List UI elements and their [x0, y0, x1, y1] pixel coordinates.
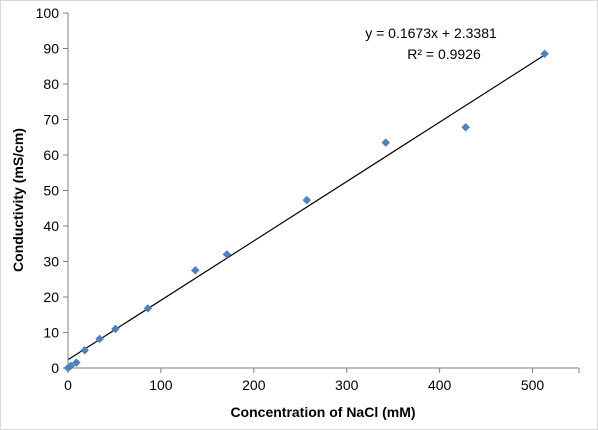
x-tick-label-400: 400: [428, 377, 452, 393]
y-tick-label-80: 80: [43, 76, 59, 92]
data-points: [63, 49, 549, 373]
data-point-3: [80, 345, 90, 355]
y-tick-label-0: 0: [51, 360, 59, 376]
x-tick-label-0: 0: [64, 377, 72, 393]
y-tick-label-50: 50: [43, 183, 59, 199]
data-point-5: [111, 324, 120, 334]
y-tick-label-90: 90: [43, 41, 59, 57]
y-axis-title: Conductivity (mS/cm): [10, 128, 26, 272]
x-tick-label-300: 300: [335, 377, 359, 393]
axis-layer: 0 10 20 30 40 50 60 70 80 90 100 0 100 200 300 400 500: [36, 5, 580, 393]
data-point-6: [143, 304, 153, 313]
y-tick-label-30: 30: [43, 254, 59, 270]
data-point-12: [540, 49, 549, 59]
y-tick-label-10: 10: [43, 325, 59, 341]
y-tick-label-40: 40: [43, 218, 59, 234]
data-point-10: [381, 138, 391, 147]
x-tick-label-200: 200: [242, 377, 266, 393]
y-tick-label-100: 100: [36, 5, 60, 21]
data-point-11: [461, 122, 471, 132]
data-point-8: [222, 250, 232, 259]
data-point-4: [95, 334, 104, 344]
y-tick-label-20: 20: [43, 289, 59, 305]
x-axis-title: Concentration of NaCl (mM): [230, 404, 415, 420]
x-tick-label-500: 500: [521, 377, 545, 393]
trendline-r-squared: R² = 0.9926: [407, 46, 481, 62]
plot-layer: [67, 54, 545, 361]
trendline-equation: y = 0.1673x + 2.3381: [365, 25, 497, 41]
data-point-9: [302, 195, 312, 205]
trendline: [67, 54, 545, 361]
y-tick-label-60: 60: [43, 147, 59, 163]
data-point-1: [66, 361, 76, 371]
x-tick-label-100: 100: [149, 377, 173, 393]
data-point-2: [72, 358, 81, 368]
data-point-7: [190, 266, 200, 275]
y-tick-label-70: 70: [43, 112, 59, 128]
